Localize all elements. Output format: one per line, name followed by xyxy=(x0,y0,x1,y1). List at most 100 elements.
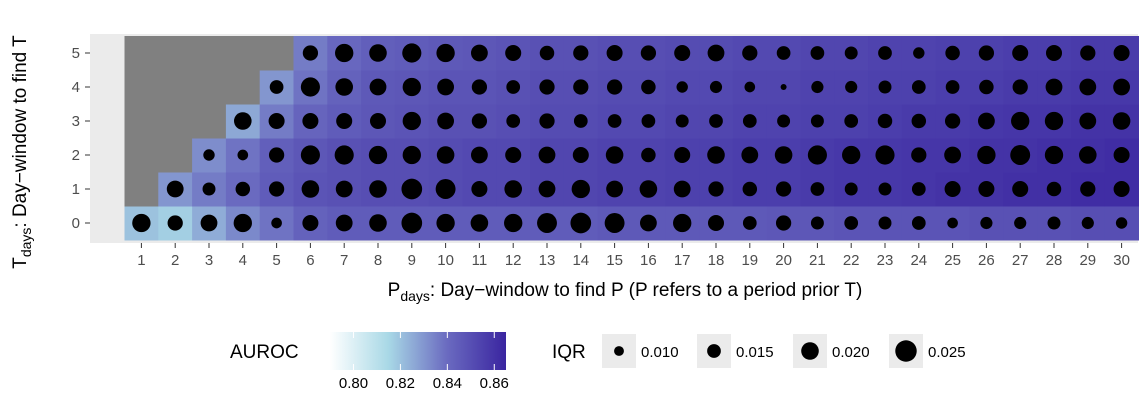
iqr-dot xyxy=(1113,146,1130,164)
iqr-dot xyxy=(132,213,151,233)
iqr-dot xyxy=(1046,181,1062,197)
iqr-dot xyxy=(977,145,996,165)
x-tick-label: 6 xyxy=(306,252,314,269)
iqr-dot xyxy=(1079,78,1097,96)
iqr-dot xyxy=(1011,111,1030,131)
iqr-dot xyxy=(945,45,960,61)
iqr-dot xyxy=(945,80,960,94)
iqr-dot xyxy=(1112,112,1131,130)
iqr-dot xyxy=(369,180,387,198)
iqr-dot xyxy=(774,146,793,164)
x-tick-label: 29 xyxy=(1079,252,1096,269)
x-tick-label: 13 xyxy=(539,252,556,269)
iqr-dot xyxy=(268,147,285,163)
iqr-dot xyxy=(810,182,825,196)
heatmap-cell xyxy=(192,104,227,139)
iqr-dot xyxy=(979,79,994,95)
iqr-dot xyxy=(673,213,692,233)
iqr-dot xyxy=(1044,111,1064,131)
y-tick-label: 0 xyxy=(72,215,80,232)
iqr-dot xyxy=(780,84,787,90)
iqr-dot xyxy=(707,214,725,232)
iqr-dot xyxy=(845,80,858,94)
x-tick-label: 16 xyxy=(640,252,657,269)
iqr-dot xyxy=(641,147,656,163)
iqr-dot xyxy=(437,112,455,130)
iqr-dot xyxy=(606,79,623,95)
iqr-dot xyxy=(674,146,691,164)
iqr-legend-dot xyxy=(801,342,819,360)
iqr-dot xyxy=(641,114,656,128)
iqr-dot xyxy=(641,79,656,95)
iqr-dot xyxy=(844,182,858,196)
iqr-dot xyxy=(402,77,421,97)
x-tick-label: 3 xyxy=(205,252,213,269)
iqr-dot xyxy=(807,145,827,165)
heatmap-cell xyxy=(192,36,227,71)
iqr-dot xyxy=(1012,79,1028,95)
heatmap-cell xyxy=(225,36,261,71)
y-tick-label: 4 xyxy=(72,79,80,96)
iqr-dot xyxy=(402,111,421,131)
iqr-dot xyxy=(302,112,319,130)
iqr-dot xyxy=(878,46,892,60)
auroc-colorbar xyxy=(330,332,506,370)
iqr-dot xyxy=(436,43,455,63)
iqr-dot xyxy=(435,179,456,199)
iqr-legend-label: 0.010 xyxy=(641,344,679,361)
iqr-dot xyxy=(436,146,455,164)
auroc-legend-label: 0.84 xyxy=(433,375,462,392)
auroc-legend-title: AUROC xyxy=(230,342,299,363)
x-tick-label: 12 xyxy=(505,252,522,269)
iqr-dot xyxy=(300,77,320,97)
iqr-dot xyxy=(708,181,724,197)
y-tick-label: 2 xyxy=(72,147,80,164)
heatmap-cell xyxy=(259,36,294,71)
iqr-dot xyxy=(607,114,622,128)
iqr-dot xyxy=(571,179,590,199)
iqr-dot xyxy=(878,80,892,94)
iqr-dot xyxy=(742,114,757,128)
x-axis-title-subscript: days xyxy=(400,288,430,304)
iqr-dot xyxy=(604,213,625,233)
iqr-dot xyxy=(302,45,319,61)
iqr-dot xyxy=(673,180,691,198)
heatmap-cell xyxy=(124,138,159,173)
iqr-dot xyxy=(1079,112,1097,130)
iqr-dot xyxy=(606,180,624,198)
iqr-dot xyxy=(471,79,488,95)
x-tick-label: 1 xyxy=(137,252,145,269)
iqr-dot xyxy=(640,45,657,61)
iqr-dot xyxy=(335,214,353,232)
iqr-dot xyxy=(977,112,995,130)
iqr-legend-dot xyxy=(707,344,721,358)
x-axis-ticks: 1 2 3 4 5 6 7 8 9 10 11 12 13 14 15 16 17 18 19 20 21 22 23 24 2… xyxy=(137,243,1130,269)
x-tick-label: 9 xyxy=(408,252,416,269)
iqr-dot xyxy=(335,43,354,63)
iqr-dot xyxy=(401,212,423,234)
iqr-dot xyxy=(707,146,725,164)
iqr-dot xyxy=(775,215,792,231)
iqr-dot xyxy=(911,216,926,230)
iqr-dot xyxy=(810,46,825,60)
heatmap-cell xyxy=(158,70,193,105)
iqr-dot xyxy=(470,44,488,62)
iqr-dot xyxy=(709,80,723,94)
heatmap-cell xyxy=(124,70,159,105)
iqr-dot xyxy=(911,113,927,129)
iqr-dot xyxy=(470,146,488,164)
iqr-dot xyxy=(539,79,555,95)
iqr-dot xyxy=(944,180,961,198)
iqr-dot xyxy=(1044,145,1064,165)
heatmap-cell xyxy=(158,138,193,173)
iqr-dot xyxy=(202,182,216,196)
iqr-dot xyxy=(1012,180,1029,198)
x-tick-label: 20 xyxy=(775,252,792,269)
iqr-dot xyxy=(401,178,423,200)
iqr-dot xyxy=(878,216,892,230)
iqr-dot xyxy=(504,180,522,198)
iqr-dot xyxy=(1079,146,1097,164)
iqr-dot xyxy=(505,146,522,164)
iqr-dot xyxy=(369,214,387,232)
